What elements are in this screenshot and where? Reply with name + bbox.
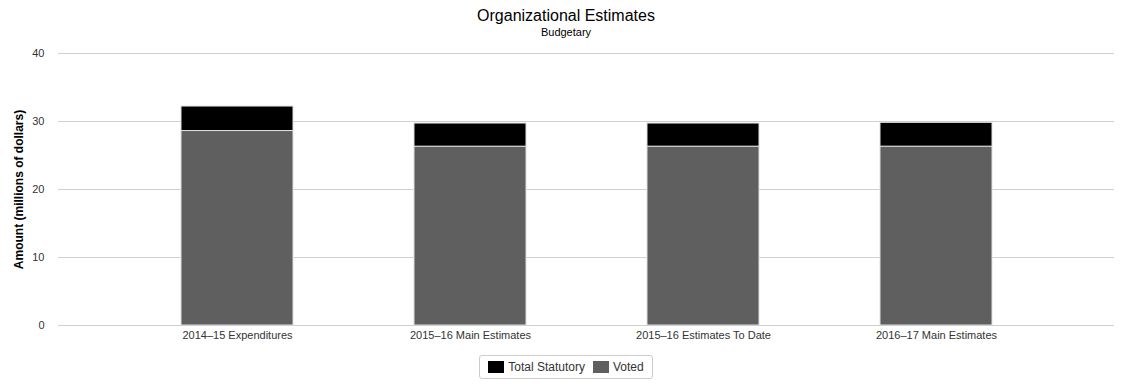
html-text:Total Statutory: Total Statutory bbox=[508, 360, 585, 374]
svg-text:Amount (millions of dollars): Amount (millions of dollars) bbox=[12, 110, 26, 269]
svg-text:2016–17 Main Estimates: 2016–17 Main Estimates bbox=[876, 329, 998, 341]
svg-text:30: 30 bbox=[32, 115, 44, 127]
html-text:Organizational Estimates: Organizational Estimates bbox=[477, 7, 655, 24]
svg-text:2015–16 Estimates To Date: 2015–16 Estimates To Date bbox=[636, 329, 771, 341]
svg-text:0: 0 bbox=[38, 319, 44, 331]
html-text:Voted: Voted bbox=[613, 360, 644, 374]
svg-text:10: 10 bbox=[32, 251, 44, 263]
html-text:Budgetary: Budgetary bbox=[540, 26, 592, 38]
svg-text:20: 20 bbox=[32, 183, 44, 195]
svg-text:2014–15 Expenditures: 2014–15 Expenditures bbox=[182, 329, 293, 341]
svg-text:40: 40 bbox=[32, 47, 44, 59]
svg-text:2015–16 Main Estimates: 2015–16 Main Estimates bbox=[410, 329, 532, 341]
